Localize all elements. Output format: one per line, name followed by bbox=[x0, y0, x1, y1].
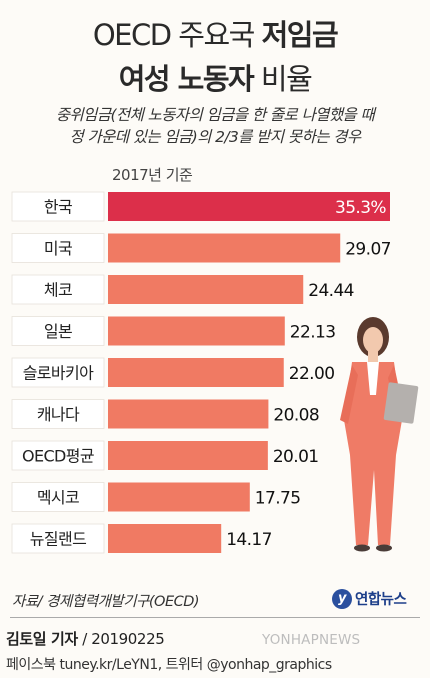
value-label: 17.75 bbox=[255, 489, 301, 509]
bar-7 bbox=[108, 482, 250, 512]
yonhap-logo: y 연합뉴스 bbox=[332, 588, 407, 609]
chart-title-line2: 여성 노동자 비율 bbox=[118, 62, 313, 96]
value-label: 24.44 bbox=[308, 281, 354, 301]
category-label-box bbox=[11, 191, 105, 222]
category-label: 슬로바키아 bbox=[23, 364, 94, 383]
chart-title-line1: OECD 주요국 저임금 bbox=[92, 18, 339, 52]
source-note: 자료/ 경제협력개발기구(OECD) bbox=[12, 594, 200, 610]
value-label: 29.07 bbox=[345, 240, 391, 260]
category-label: 한국 bbox=[44, 198, 72, 217]
category-label-box bbox=[11, 482, 105, 512]
watermark: YONHAPNEWS bbox=[262, 632, 361, 648]
category-label-box bbox=[11, 399, 105, 429]
base-year-label: 2017년 기준 bbox=[112, 166, 193, 184]
category-label-box bbox=[11, 357, 105, 388]
bar-0 bbox=[108, 192, 390, 221]
footer-divider bbox=[10, 617, 420, 618]
bar-6 bbox=[108, 441, 268, 470]
bar-4 bbox=[108, 358, 284, 387]
category-label: 체코 bbox=[44, 281, 72, 300]
category-label-box bbox=[11, 440, 105, 471]
category-label-box bbox=[11, 274, 105, 305]
category-label: 일본 bbox=[44, 322, 72, 341]
bar-3 bbox=[108, 316, 285, 346]
category-label-box bbox=[11, 316, 105, 346]
author-credit: 김토일 기자 / 20190225 bbox=[6, 630, 165, 648]
woman-holding-folder-icon bbox=[340, 317, 419, 552]
bar-8 bbox=[108, 524, 222, 553]
chart-subtitle: 중위임금(전체 노동자의 임금을 한 줄로 나열했을 때 정 가운데 있는 임금… bbox=[55, 106, 375, 146]
category-label-box bbox=[11, 233, 105, 263]
value-label: 22.00 bbox=[289, 364, 335, 384]
yonhap-logo-icon: y bbox=[332, 588, 352, 609]
value-label: 20.08 bbox=[273, 406, 319, 426]
value-label: 22.13 bbox=[290, 323, 336, 343]
category-label: OECD평균 bbox=[22, 447, 94, 466]
value-label: 20.01 bbox=[273, 447, 319, 467]
bar-1 bbox=[108, 233, 341, 263]
category-label-box bbox=[11, 523, 105, 554]
bar-5 bbox=[108, 399, 269, 429]
value-label: 14.17 bbox=[226, 530, 272, 550]
category-label: 뉴질랜드 bbox=[30, 530, 86, 549]
social-links: 페이스북 tuney.kr/LeYN1, 트위터 @yonhap_graphic… bbox=[6, 657, 332, 673]
category-label: 멕시코 bbox=[37, 488, 79, 507]
value-label: 35.3% bbox=[335, 198, 386, 218]
category-label: 캐나다 bbox=[37, 405, 80, 424]
bar-2 bbox=[108, 275, 304, 304]
category-label: 미국 bbox=[44, 239, 72, 258]
